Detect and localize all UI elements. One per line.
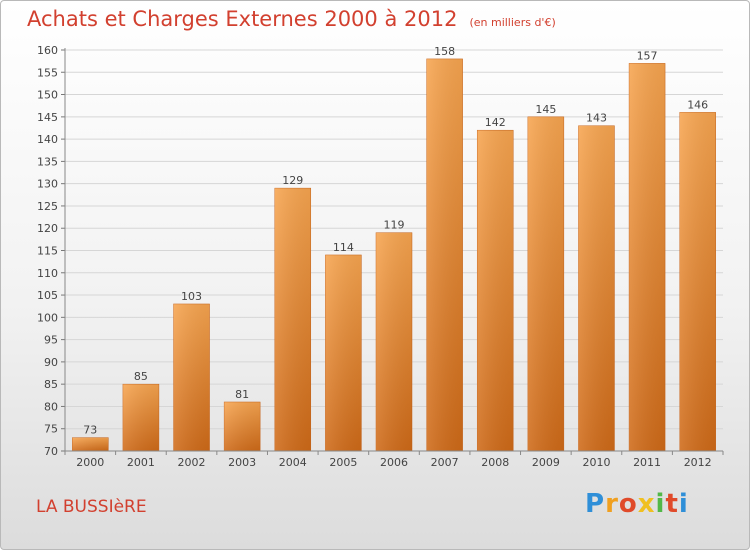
y-tick-label: 95 [44,334,58,347]
bar-shade-2012 [679,112,716,451]
brand-letter: P [585,489,606,519]
chart-title: Achats et Charges Externes 2000 à 2012 [27,7,458,31]
brand-letter: i [678,489,689,519]
bar-shade-2003 [224,401,261,451]
data-label-2003: 81 [235,388,249,401]
brand-letter: r [605,489,619,519]
bar-shade-2001 [122,384,159,451]
chart-subtitle: (en milliers d'€) [469,16,556,29]
y-tick-label: 160 [37,44,58,57]
data-label-2009: 145 [535,103,556,116]
x-tick-label: 2003 [228,456,256,469]
y-tick-label: 90 [44,356,58,369]
bar-shade-2008 [477,130,514,451]
data-label-2005: 114 [333,241,354,254]
y-tick-label: 120 [37,222,58,235]
y-tick-label: 125 [37,200,58,213]
x-tick-label: 2002 [178,456,206,469]
y-tick-label: 155 [37,66,58,79]
bar-shade-2004 [274,188,311,451]
x-tick-label: 2009 [532,456,560,469]
x-tick-label: 2006 [380,456,408,469]
x-tick-label: 2011 [633,456,661,469]
bar-shade-2010 [578,125,615,451]
bar-shade-2009 [527,116,564,451]
bar-shade-2011 [629,63,666,451]
location-label: LA BUSSIèRE [36,497,147,517]
data-label-2012: 146 [687,98,708,111]
data-label-2007: 158 [434,45,455,58]
bar-shade-2002 [173,303,210,451]
y-tick-label: 135 [37,155,58,168]
data-label-2010: 143 [586,112,607,125]
x-tick-label: 2010 [582,456,610,469]
brand-letter: t [665,489,679,519]
data-label-2008: 142 [485,116,506,129]
bars: 73 85 103 81 129 114 119 158 142 145 143 157 146 [72,45,716,452]
x-tick-label: 2005 [329,456,357,469]
data-label-2001: 85 [134,370,148,383]
x-tick-label: 2004 [279,456,307,469]
bar-shade-2007 [426,58,463,452]
x-tick-label: 2007 [431,456,459,469]
y-tick-label: 75 [44,423,58,436]
y-tick-label: 145 [37,111,58,124]
y-tick-label: 70 [44,445,58,458]
x-axis: 2000 2001 2002 2003 2004 2005 2006 2007 2008 2009… [64,450,724,469]
y-tick-label: 80 [44,400,58,413]
y-tick-label: 130 [37,178,58,191]
data-label-2011: 157 [637,49,658,62]
data-label-2000: 73 [83,424,97,437]
bar-shade-2005 [325,254,362,451]
brand-letter: o [618,489,638,519]
title-row: Achats et Charges Externes 2000 à 2012 (e… [27,7,556,31]
brand-letter: i [655,489,666,519]
y-axis: 70 75 80 85 90 95 100 105 110 115 120 125 130 135 140 1… [37,44,66,458]
x-tick-label: 2008 [481,456,509,469]
y-tick-label: 150 [37,89,58,102]
bar-shade-2006 [376,232,412,451]
x-tick-label: 2012 [684,456,712,469]
x-tick-label: 2001 [127,456,155,469]
data-label-2004: 129 [282,174,303,187]
y-tick-label: 110 [37,267,58,280]
y-tick-label: 85 [44,378,58,391]
brand-logo[interactable]: Proxiti [585,489,689,519]
brand-letter: x [637,489,656,519]
y-tick-label: 100 [37,311,58,324]
y-tick-label: 105 [37,289,58,302]
bar-shade-2000 [72,437,109,451]
y-tick-label: 140 [37,133,58,146]
data-label-2002: 103 [181,290,202,303]
y-tick-label: 115 [37,245,58,258]
data-label-2006: 119 [384,219,405,232]
x-tick-label: 2000 [76,456,104,469]
